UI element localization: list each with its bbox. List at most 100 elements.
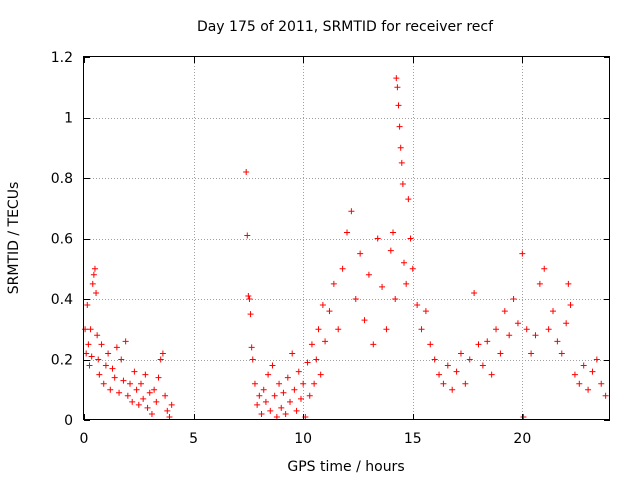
data-point [567,302,574,309]
data-point [514,320,521,327]
data-point [105,350,112,357]
data-point [153,398,160,405]
data-point [357,250,364,257]
data-point [122,338,129,345]
data-point [598,380,605,387]
data-point [484,338,491,345]
data-point [457,350,464,357]
x-tick-labels: 0 5 10 15 20 [80,431,532,447]
data-point [580,362,587,369]
data-points [82,75,609,420]
data-point [532,332,539,339]
data-point [96,371,103,378]
y-tick-label: 0.4 [51,292,73,308]
data-point [159,350,166,357]
data-point [399,181,406,188]
data-point [315,326,322,333]
data-point [107,386,114,393]
data-point [493,326,500,333]
data-point [98,341,105,348]
data-point [90,271,97,278]
data-point [85,341,92,348]
data-point [319,302,326,309]
data-point [89,280,96,287]
data-point [258,410,265,417]
data-point [116,389,123,396]
data-point [418,326,425,333]
data-point [431,356,438,363]
y-tick-labels: 0 0.2 0.4 0.6 0.8 1 1.2 [51,50,73,429]
x-tick-label: 5 [189,431,198,447]
data-point [475,341,482,348]
data-point [86,362,93,369]
plot-frame [83,56,610,420]
data-point [602,392,609,399]
data-point [166,413,173,420]
data-point [284,374,291,381]
data-point [571,371,578,378]
data-point [396,123,403,130]
data-point [304,359,311,366]
data-point [291,386,298,393]
data-point [243,168,250,175]
data-point [273,413,280,420]
data-point [142,371,149,378]
data-point [251,380,258,387]
data-point [118,356,125,363]
x-tick-label: 20 [513,431,531,447]
data-point [168,401,175,408]
axis-ticks [84,57,610,421]
data-point [427,341,434,348]
data-point [563,320,570,327]
data-point [585,386,592,393]
data-point [267,407,274,414]
data-point [265,371,272,378]
data-point [440,380,447,387]
data-point [479,362,486,369]
x-tick-label: 0 [80,431,89,447]
data-point [593,356,600,363]
data-point [576,380,583,387]
data-point [111,374,118,381]
x-axis-label: GPS time / hours [287,459,404,475]
data-point [269,362,276,369]
data-point [528,350,535,357]
data-point [244,232,251,239]
data-point [379,283,386,290]
data-point [113,344,120,351]
data-point [256,392,263,399]
data-point [245,292,252,299]
data-point [519,250,526,257]
data-point [82,326,89,333]
data-point [488,371,495,378]
data-point [137,380,144,387]
data-point [127,380,134,387]
data-point [565,280,572,287]
data-point [550,308,557,315]
data-point [164,407,171,414]
data-point [246,296,253,302]
data-point [248,344,255,351]
y-tick-label: 1.2 [51,50,73,66]
data-point [520,413,527,420]
data-point [471,289,478,296]
data-point [352,296,359,302]
data-point [109,365,116,372]
y-tick-label: 0.2 [51,353,73,369]
data-point [88,353,95,360]
data-point [131,368,138,375]
data-point [282,410,289,417]
data-point [348,208,355,215]
data-point [392,296,399,302]
y-tick-label: 1 [64,111,73,127]
data-point [501,308,508,315]
data-point [95,356,102,363]
data-point [148,410,155,417]
data-point [400,259,407,266]
data-point [545,326,552,333]
data-point [407,235,414,242]
data-point [129,398,136,405]
data-point [506,332,513,339]
data-point [510,296,517,302]
data-point [135,401,142,408]
